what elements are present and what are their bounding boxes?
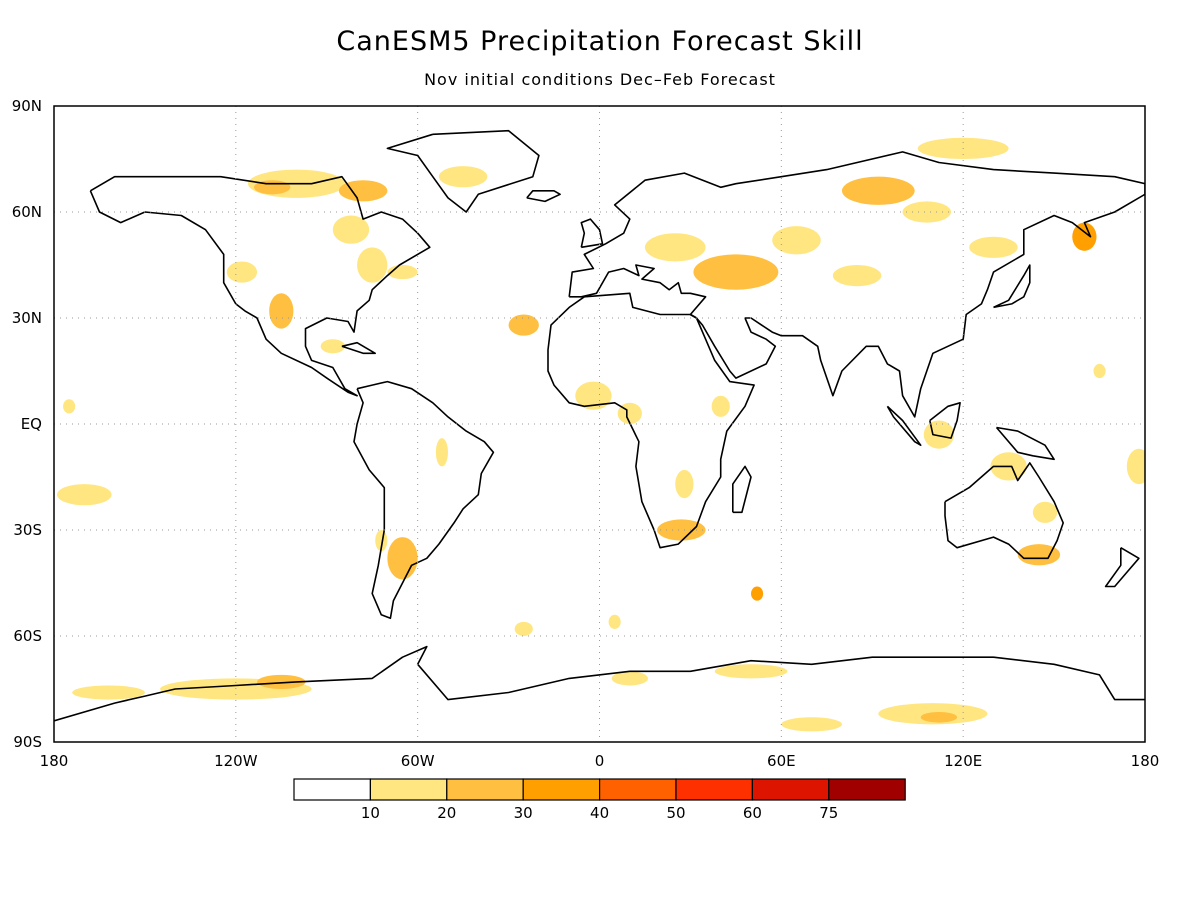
skill-shading-layer (57, 137, 1145, 732)
colorbar-bin-2 (446, 778, 524, 801)
skill-patch-36 (1093, 363, 1106, 379)
skill-patch-4 (357, 247, 388, 283)
colorbar-bin-3 (522, 778, 601, 801)
coastline-cuba (341, 341, 377, 355)
coastline-borneo (929, 401, 961, 439)
skill-patch-16 (575, 381, 612, 410)
lat-tick-label: 30S (13, 521, 42, 539)
skill-patch-25 (832, 265, 882, 287)
lat-tick-label: EQ (21, 415, 42, 433)
colorbar-bin-6 (751, 778, 830, 801)
skill-patch-14 (63, 399, 76, 414)
coastline-greenland (386, 129, 540, 213)
skill-patch-44 (611, 671, 648, 686)
colorbar: 10 20 30 40 50 60 75 (293, 778, 906, 822)
chart-subtitle: Nov initial conditions Dec–Feb Forecast (424, 70, 776, 89)
skill-patch-15 (435, 438, 448, 467)
skill-patch-45 (608, 614, 621, 629)
skill-patch-42 (781, 717, 842, 732)
skill-patch-39 (72, 685, 145, 700)
colorbar-label: 10 (361, 804, 380, 822)
coastline-north-america (89, 175, 431, 397)
skill-patch-29 (969, 236, 1018, 258)
coastline-japan (993, 264, 1031, 309)
colorbar-label: 75 (819, 804, 838, 822)
coastline-new-zealand (1104, 547, 1140, 588)
lon-tick-label: 120E (944, 752, 982, 770)
skill-patch-10 (320, 339, 345, 354)
coastline-iceland (526, 190, 561, 203)
coastline-south-america (353, 380, 495, 620)
lon-tick-label: 60W (401, 752, 435, 770)
coastline-uk (580, 218, 604, 249)
skill-patch-31 (923, 420, 955, 449)
coastline-new-guinea (995, 426, 1055, 461)
skill-patch-21 (751, 586, 764, 601)
skill-patch-43 (714, 664, 788, 679)
lon-tick-label: 60E (767, 752, 796, 770)
skill-patch-38 (257, 674, 306, 690)
coastline-eurasia (568, 151, 1145, 418)
colorbar-label: 60 (743, 804, 762, 822)
coastline-layer (54, 129, 1145, 722)
lon-tick-label: 180 (1131, 752, 1160, 770)
coastline-australia (944, 462, 1064, 560)
skill-patch-46 (514, 621, 533, 637)
coastline-sumatra (886, 405, 922, 447)
skill-patch-28 (1072, 222, 1097, 251)
coastline-madagascar (731, 465, 752, 514)
colorbar-bin-0 (293, 778, 372, 801)
skill-patch-19 (675, 469, 694, 499)
colorbar-label: 50 (666, 804, 685, 822)
skill-patch-33 (1017, 544, 1061, 566)
skill-patch-27 (902, 201, 952, 223)
lat-tick-label: 90S (13, 733, 42, 751)
skill-patch-20 (711, 395, 730, 417)
skill-patch-9 (508, 314, 539, 336)
colorbar-label: 30 (514, 804, 533, 822)
colorbar-bin-5 (675, 778, 754, 801)
skill-patch-22 (693, 254, 779, 290)
colorbar-label: 40 (590, 804, 609, 822)
colorbar-label: 20 (437, 804, 456, 822)
skill-patch-23 (644, 233, 706, 262)
chart-title: CanESM5 Precipitation Forecast Skill (336, 26, 864, 57)
skill-patch-26 (841, 176, 915, 205)
lat-tick-label: 90N (12, 97, 42, 115)
skill-patch-6 (226, 261, 258, 283)
skill-patch-41 (920, 711, 958, 723)
skill-patch-35 (1126, 448, 1145, 485)
skill-patch-18 (657, 519, 706, 541)
coastline-africa (547, 292, 755, 549)
plot-frame (53, 105, 1146, 743)
skill-patch-24 (772, 226, 821, 255)
skill-patch-3 (332, 215, 370, 244)
skill-patch-8 (438, 166, 488, 188)
colorbar-bin-1 (369, 778, 448, 801)
lat-tick-label: 60S (13, 627, 42, 645)
skill-patch-34 (1032, 501, 1058, 523)
lon-tick-label: 180 (40, 752, 69, 770)
skill-patch-12 (375, 530, 388, 552)
lon-tick-label: 120W (214, 752, 258, 770)
skill-patch-1 (338, 180, 388, 202)
coastline-antarctica (54, 645, 1145, 722)
colorbar-bin-4 (598, 778, 677, 801)
skill-patch-11 (387, 537, 418, 580)
lat-tick-label: 60N (12, 203, 42, 221)
lon-tick-label: 0 (595, 752, 605, 770)
lat-tick-label: 30N (12, 309, 42, 327)
gridlines (54, 106, 1145, 742)
colorbar-bin-7 (828, 778, 906, 801)
skill-patch-13 (57, 484, 112, 506)
skill-patch-7 (269, 293, 294, 329)
